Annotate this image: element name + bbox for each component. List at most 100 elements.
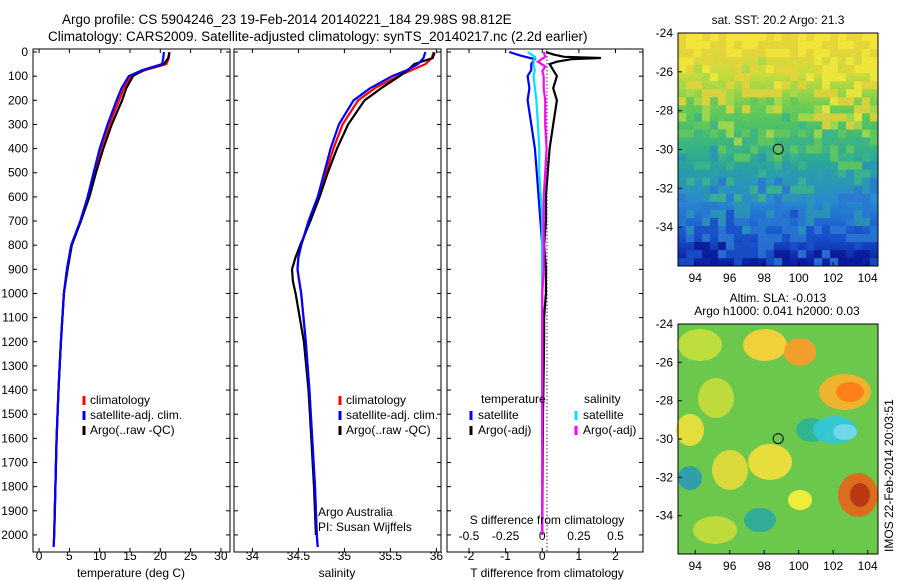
s-difference-label: S difference from climatology — [470, 513, 625, 527]
sst-pixel — [846, 41, 854, 50]
sst-pixel — [694, 113, 702, 122]
salinity-series-line — [290, 52, 436, 535]
sst-pixel — [814, 113, 822, 122]
sst-pixel — [822, 49, 830, 58]
sst-pixel — [750, 193, 758, 202]
map-x-tick-label: 104 — [858, 271, 878, 285]
sst-pixel — [782, 217, 790, 227]
sst-pixel — [822, 145, 830, 154]
sst-pixel — [710, 89, 718, 98]
x-tick-label: 20 — [154, 549, 168, 563]
sst-pixel — [742, 65, 750, 74]
sst-pixel — [758, 193, 766, 202]
sst-pixel — [854, 258, 862, 267]
s-tick-label: -0.25 — [492, 529, 520, 543]
sst-pixel — [774, 185, 782, 194]
sst-pixel — [702, 217, 710, 227]
x-tick-label: 15 — [123, 549, 137, 563]
sst-pixel — [830, 129, 838, 138]
map-y-tick-label: -26 — [656, 65, 674, 79]
sst-pixel — [758, 169, 766, 178]
sst-pixel — [686, 177, 694, 186]
sst-pixel — [798, 121, 806, 130]
sla-anomaly-blob — [833, 424, 857, 440]
legend-label: Argo(..raw -QC) — [90, 423, 175, 437]
sst-pixel — [870, 185, 878, 194]
sst-pixel — [710, 97, 718, 106]
sst-pixel — [702, 97, 710, 106]
sst-pixel — [710, 193, 718, 202]
sst-pixel — [806, 177, 814, 186]
sst-pixel — [790, 209, 798, 218]
depth-tick-label: 500 — [8, 166, 28, 180]
sst-pixel — [726, 33, 734, 42]
sst-pixel — [734, 57, 742, 66]
difference-series-line — [535, 51, 548, 535]
x-tick-label: -2 — [464, 549, 475, 563]
sst-pixel — [774, 177, 782, 186]
sst-pixel — [734, 217, 742, 227]
sst-pixel — [838, 129, 846, 138]
depth-tick-label: 1300 — [1, 359, 28, 373]
sst-pixel — [726, 105, 734, 114]
sst-pixel — [862, 153, 870, 162]
sst-pixel — [718, 225, 726, 235]
depth-tick-label: 1500 — [1, 407, 28, 421]
sla-anomaly-blob — [693, 516, 737, 544]
annotation-argo-australia: Argo Australia — [318, 505, 393, 519]
sla-anomaly-blob — [676, 414, 704, 446]
sst-pixel — [870, 57, 878, 66]
sst-pixel — [758, 57, 766, 66]
sst-pixel — [870, 137, 878, 146]
sst-pixel — [750, 81, 758, 90]
sst-pixel — [782, 250, 790, 259]
sst-pixel — [798, 57, 806, 66]
sst-pixel — [806, 234, 814, 243]
sst-pixel — [854, 234, 862, 243]
sst-pixel — [766, 81, 774, 90]
sst-pixel — [782, 81, 790, 90]
argo-location-marker-2 — [772, 433, 784, 445]
sla-map-subtitle: Argo h1000: 0.041 h2000: 0.03 — [694, 304, 860, 318]
depth-tick-label: 0 — [21, 45, 28, 59]
temperature-series-line — [53, 52, 171, 535]
sst-pixel — [870, 177, 878, 186]
sst-pixel — [790, 49, 798, 58]
sst-pixel — [766, 234, 774, 243]
sst-pixel — [742, 129, 750, 138]
sst-pixel — [862, 33, 870, 42]
sst-pixel — [734, 73, 742, 82]
sst-pixel — [846, 234, 854, 243]
sst-pixel — [766, 258, 774, 267]
sst-pixel — [774, 33, 782, 42]
sst-pixel — [830, 121, 838, 130]
sst-pixel — [750, 250, 758, 259]
sst-pixel — [838, 225, 846, 235]
sst-pixel — [726, 177, 734, 186]
sst-pixel — [782, 33, 790, 42]
sst-pixel — [766, 129, 774, 138]
depth-tick-label: 1400 — [1, 383, 28, 397]
sst-pixel — [678, 57, 686, 66]
depth-tick-label: 1900 — [1, 504, 28, 518]
sst-pixel — [758, 217, 766, 227]
sst-pixel — [822, 113, 830, 122]
sla-anomaly-blob — [743, 329, 787, 361]
sst-pixel — [678, 97, 686, 106]
temperature-panel: 0100200300400500600700800900100011001200… — [1, 45, 643, 580]
sst-pixel — [734, 145, 742, 154]
sst-pixel — [846, 121, 854, 130]
sst-pixel — [862, 209, 870, 218]
sst-pixel — [854, 177, 862, 186]
sst-pixel — [838, 41, 846, 50]
sst-pixel — [710, 185, 718, 194]
sst-pixel — [822, 105, 830, 114]
depth-tick-label: 100 — [8, 69, 28, 83]
sst-pixel — [774, 258, 782, 267]
sst-pixel — [734, 193, 742, 202]
sst-pixel — [830, 137, 838, 146]
sst-pixel — [798, 81, 806, 90]
sst-pixel — [838, 201, 846, 210]
sst-pixel — [742, 250, 750, 259]
